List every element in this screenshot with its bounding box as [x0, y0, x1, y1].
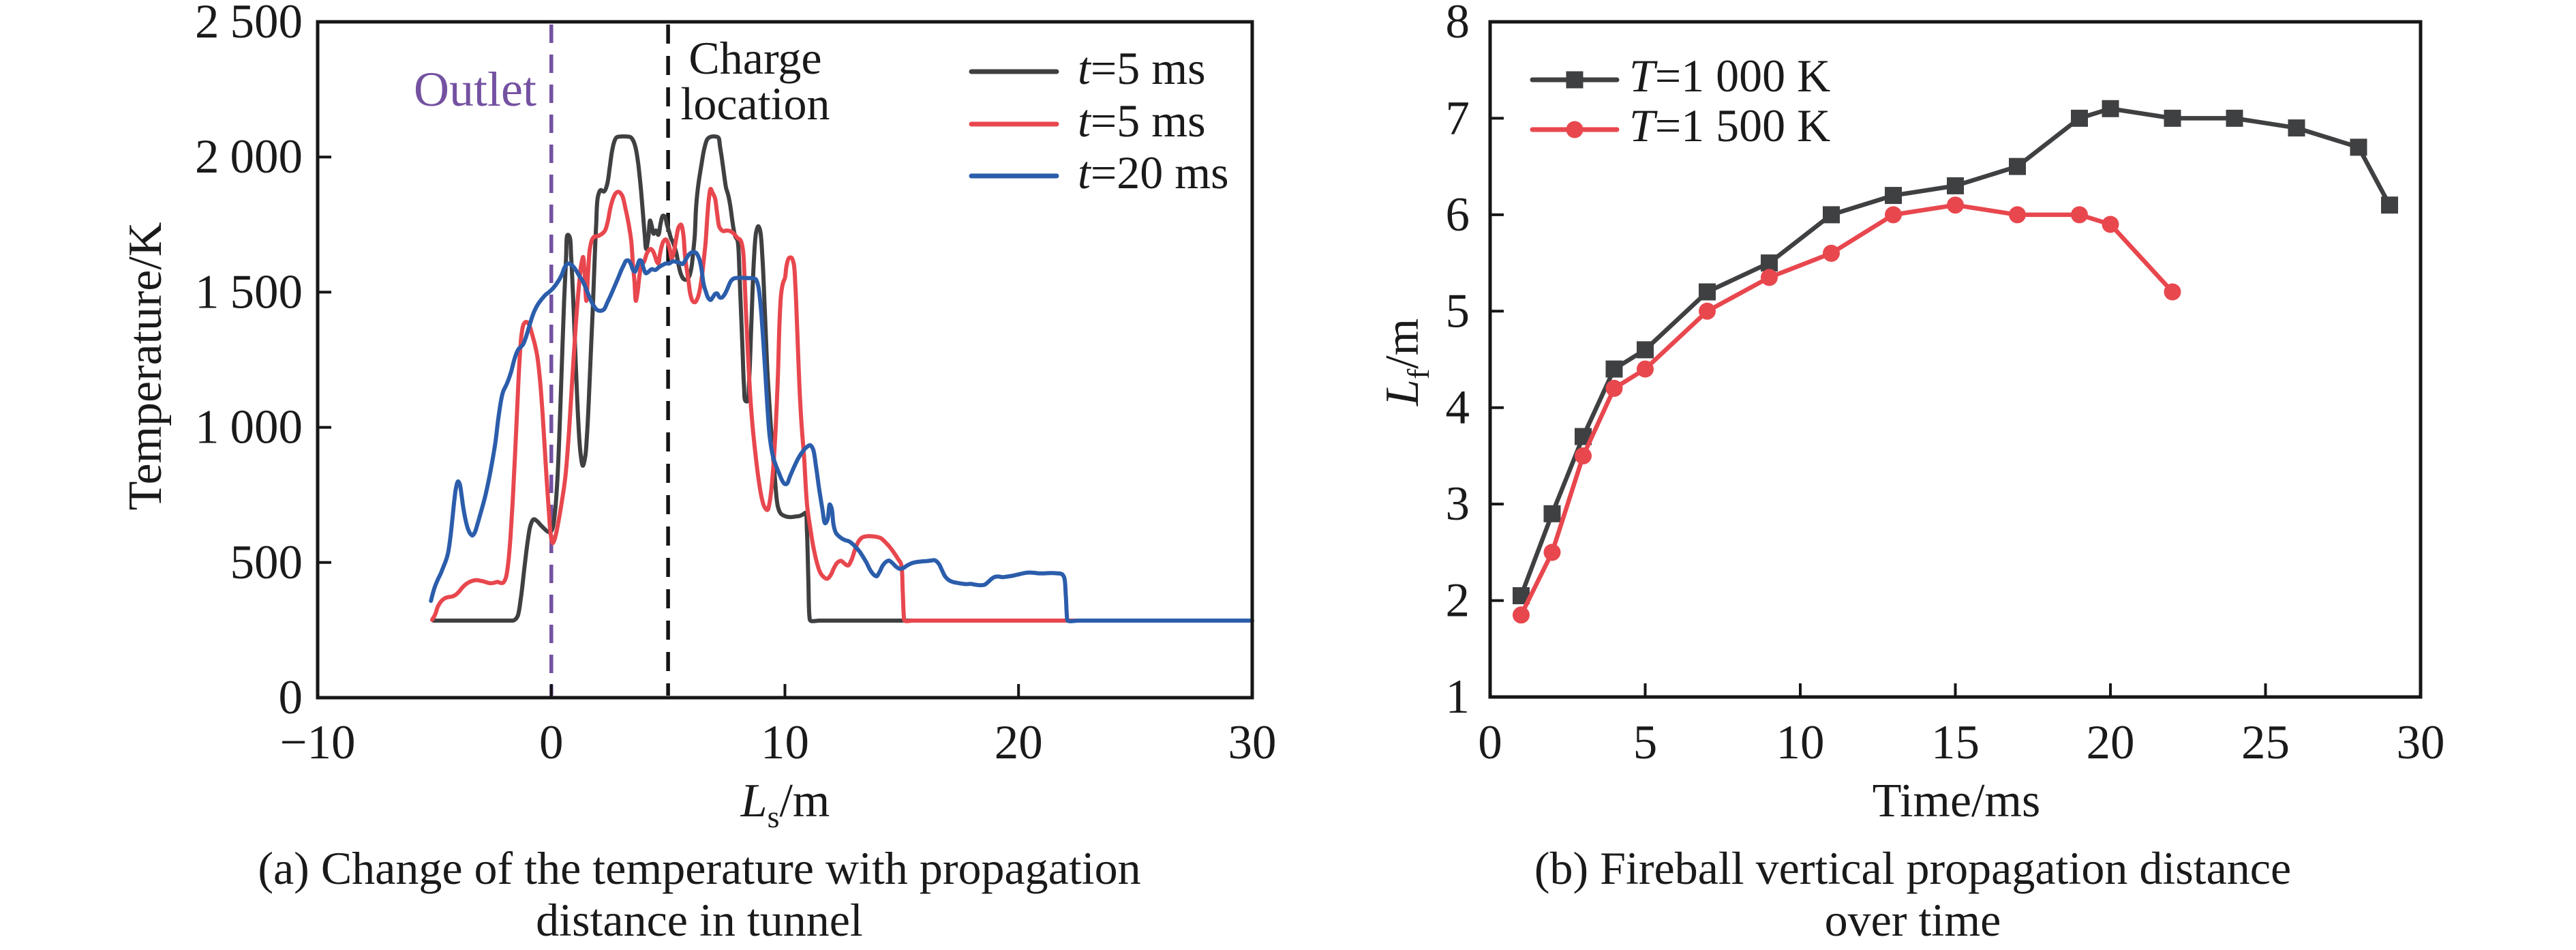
svg-text:5: 5 — [1633, 716, 1658, 769]
svg-text:0: 0 — [539, 716, 564, 769]
svg-text:t=5 ms: t=5 ms — [1078, 42, 1206, 94]
svg-text:4: 4 — [1446, 381, 1470, 434]
svg-text:t=5 ms: t=5 ms — [1078, 95, 1206, 147]
svg-text:over time: over time — [1825, 894, 2001, 946]
svg-text:0: 0 — [279, 671, 303, 724]
svg-text:30: 30 — [1228, 716, 1277, 769]
svg-text:20: 20 — [2087, 716, 2135, 769]
svg-text:(a) Change of the temperature: (a) Change of the temperature with propa… — [258, 842, 1140, 894]
svg-text:20: 20 — [995, 716, 1043, 769]
svg-text:Outlet: Outlet — [414, 62, 536, 117]
svg-text:15: 15 — [1931, 716, 1980, 769]
svg-text:Temperature/K: Temperature/K — [119, 222, 172, 511]
svg-text:Ls/m: Ls/m — [740, 775, 830, 834]
svg-text:10: 10 — [761, 716, 809, 769]
svg-text:−10: −10 — [279, 716, 355, 769]
svg-text:1: 1 — [1446, 670, 1470, 724]
svg-text:0: 0 — [1478, 716, 1502, 769]
svg-text:Lf/m: Lf/m — [1376, 318, 1436, 406]
svg-text:location: location — [680, 78, 830, 130]
svg-text:T=1 500 K: T=1 500 K — [1629, 100, 1830, 151]
svg-text:T=1 000 K: T=1 000 K — [1629, 50, 1830, 102]
svg-text:Charge: Charge — [688, 32, 821, 84]
svg-text:distance in tunnel: distance in tunnel — [536, 894, 863, 946]
svg-text:500: 500 — [230, 536, 303, 589]
svg-text:(b) Fireball vertical propagat: (b) Fireball vertical propagation distan… — [1534, 842, 2291, 894]
svg-text:25: 25 — [2241, 716, 2290, 769]
svg-text:5: 5 — [1446, 284, 1470, 338]
svg-text:6: 6 — [1446, 188, 1470, 241]
svg-text:10: 10 — [1776, 716, 1825, 769]
svg-text:2: 2 — [1446, 574, 1470, 627]
svg-text:3: 3 — [1446, 477, 1470, 531]
svg-text:Time/ms: Time/ms — [1873, 775, 2040, 827]
svg-text:30: 30 — [2397, 716, 2445, 769]
svg-text:7: 7 — [1446, 91, 1470, 145]
svg-text:8: 8 — [1446, 0, 1470, 48]
svg-text:t=20 ms: t=20 ms — [1078, 147, 1229, 198]
